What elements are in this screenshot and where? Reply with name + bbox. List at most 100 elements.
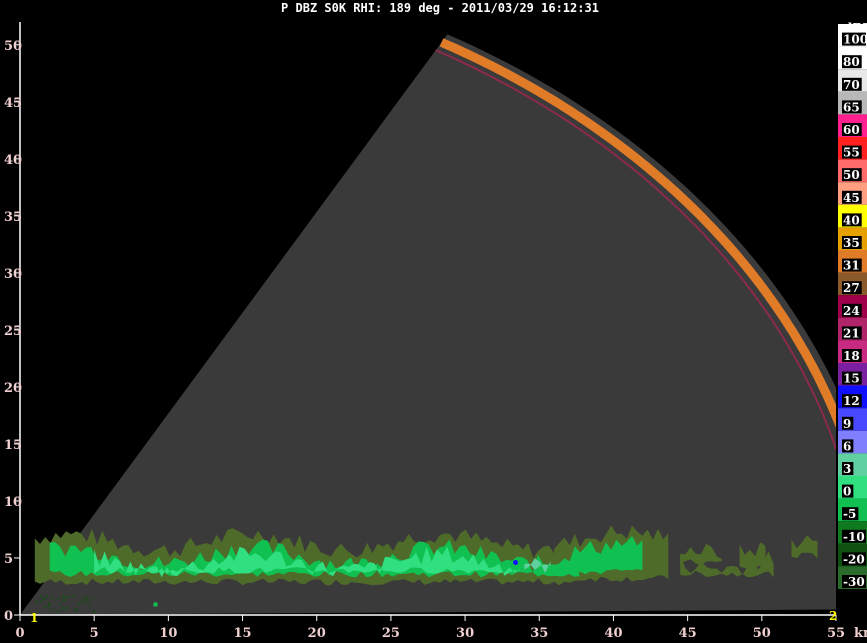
clutter-pixel — [55, 610, 58, 613]
y-tick-label: 15 — [4, 438, 22, 453]
y-tick-label: 5 — [4, 552, 13, 567]
clutter-pixel — [65, 607, 68, 610]
clutter-pixel — [91, 596, 94, 599]
clutter-pixel — [40, 595, 43, 598]
echo-envelope-far — [680, 551, 774, 578]
scale-label-bg — [842, 236, 862, 249]
clutter-pixel — [49, 608, 52, 611]
scale-label: -20 — [843, 552, 865, 566]
echo-cell-53 — [791, 535, 818, 559]
clutter-pixel — [82, 598, 85, 601]
scale-label-bg — [842, 529, 866, 543]
clutter-pixel — [46, 605, 49, 608]
x-tick-label: 35 — [530, 626, 548, 641]
scan-cone — [20, 34, 836, 615]
scale-label: -10 — [843, 530, 865, 544]
clutter-pixel — [73, 609, 76, 612]
scale-label: 55 — [843, 146, 860, 160]
clutter-pixel — [48, 604, 51, 607]
axis-layer: 0510152025303540455055km0510152025303540… — [4, 22, 867, 641]
scale-label-bg — [842, 416, 854, 430]
x-tick-label: 50 — [753, 626, 771, 641]
echo-max-point — [513, 560, 519, 566]
scale-label: 40 — [843, 213, 860, 227]
clutter-pixel — [63, 597, 66, 600]
x-tick-label: 0 — [15, 626, 24, 641]
x-axis-unit-label: km — [854, 626, 867, 641]
color-scale: dBZ1008070656055504540353127242118151296… — [838, 21, 867, 589]
x-tick-label: 5 — [90, 626, 99, 641]
clutter-pixel — [65, 596, 68, 598]
clutter-pixel — [50, 596, 53, 599]
scale-label-bg — [842, 371, 862, 385]
clutter-pixel — [36, 600, 39, 603]
y-tick-label: 45 — [4, 96, 22, 111]
clutter-pixel — [87, 600, 90, 603]
chart-title: P DBZ S0K RHI: 189 deg - 2011/03/29 16:1… — [281, 1, 599, 15]
scan-cone-group — [20, 34, 836, 615]
x-tick-label: 40 — [604, 626, 622, 641]
x-tick-label: 30 — [456, 626, 474, 641]
x-tick-label: 55 — [827, 626, 845, 641]
clutter-pixel — [75, 608, 78, 611]
scale-label: 6 — [843, 439, 851, 453]
clutter-pixel — [62, 606, 65, 609]
scale-label: 70 — [843, 78, 860, 92]
echo-core-35 — [524, 558, 551, 574]
scale-label-bg — [842, 100, 862, 114]
scale-label-bg — [842, 213, 862, 227]
scale-label: 35 — [843, 236, 860, 250]
y-tick-label: 50 — [4, 39, 22, 54]
scale-label: 21 — [843, 326, 860, 340]
x-tick-label: 15 — [233, 626, 251, 641]
scale-label-bg — [842, 145, 862, 159]
corner-label-left: 1 — [30, 611, 38, 625]
scale-label-bg — [842, 190, 862, 204]
clutter-pixel — [68, 595, 71, 598]
y-tick-label: 35 — [4, 210, 22, 225]
clutter-pixel — [46, 595, 48, 598]
echo-cell-49 — [739, 542, 766, 569]
echo-blobs — [34, 525, 818, 613]
x-tick-label: 25 — [382, 626, 400, 641]
scale-label-bg — [842, 123, 862, 136]
scale-label-bg — [842, 303, 862, 317]
scale-label: 24 — [843, 304, 860, 318]
corner-label-right: 2 — [829, 609, 837, 623]
scale-label-bg — [842, 77, 862, 91]
scale-label: 9 — [843, 417, 851, 431]
scale-label-bg — [842, 484, 854, 498]
scale-label: 18 — [843, 349, 860, 363]
scale-label-bg — [842, 258, 862, 272]
scale-label: 15 — [843, 372, 860, 386]
echo-cell-45 — [680, 543, 722, 565]
y-tick-label: 40 — [4, 153, 22, 168]
scale-label: 80 — [843, 55, 860, 69]
x-tick-label: 20 — [308, 626, 326, 641]
range-ring-inner-line — [435, 49, 836, 452]
clutter-pixel — [43, 606, 45, 609]
scale-label: 3 — [843, 462, 851, 476]
echo-core-inner — [94, 546, 520, 578]
y-tick-label: 30 — [4, 267, 22, 282]
clutter-point — [153, 602, 158, 607]
echo-core-east — [554, 535, 643, 575]
clutter-pixel — [62, 595, 65, 598]
scale-label: 12 — [843, 394, 860, 408]
scale-label-bg — [842, 168, 862, 182]
clutter-pixel — [48, 603, 51, 606]
scale-label-bg — [842, 32, 866, 46]
clutter-pixel — [80, 600, 83, 603]
clutter-pixel — [73, 595, 75, 598]
scale-label-bg — [842, 326, 862, 340]
y-tick-label: 10 — [4, 495, 22, 510]
clutter-pixel — [78, 602, 81, 605]
clutter-pixel — [84, 600, 87, 603]
y-tick-label: 20 — [4, 381, 22, 396]
scale-label-bg — [842, 281, 862, 295]
scale-label-bg — [842, 349, 862, 362]
clutter-pixel — [60, 609, 63, 612]
scan-cone-layer — [20, 34, 836, 615]
